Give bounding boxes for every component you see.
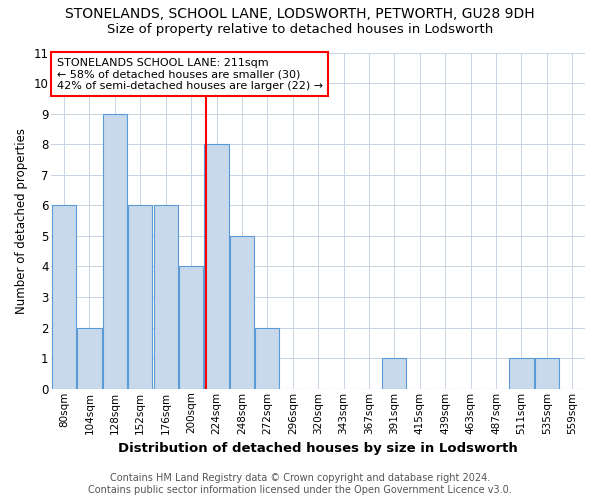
- Bar: [509, 358, 533, 389]
- Text: STONELANDS SCHOOL LANE: 211sqm
← 58% of detached houses are smaller (30)
42% of : STONELANDS SCHOOL LANE: 211sqm ← 58% of …: [56, 58, 323, 90]
- Bar: [52, 206, 76, 389]
- Text: Size of property relative to detached houses in Lodsworth: Size of property relative to detached ho…: [107, 22, 493, 36]
- Bar: [179, 266, 203, 389]
- Bar: [103, 114, 127, 389]
- Text: STONELANDS, SCHOOL LANE, LODSWORTH, PETWORTH, GU28 9DH: STONELANDS, SCHOOL LANE, LODSWORTH, PETW…: [65, 8, 535, 22]
- Bar: [382, 358, 406, 389]
- Bar: [535, 358, 559, 389]
- Bar: [77, 328, 101, 389]
- Bar: [154, 206, 178, 389]
- Bar: [230, 236, 254, 389]
- Y-axis label: Number of detached properties: Number of detached properties: [15, 128, 28, 314]
- Text: Contains HM Land Registry data © Crown copyright and database right 2024.
Contai: Contains HM Land Registry data © Crown c…: [88, 474, 512, 495]
- Bar: [205, 144, 229, 389]
- Bar: [255, 328, 280, 389]
- Bar: [128, 206, 152, 389]
- X-axis label: Distribution of detached houses by size in Lodsworth: Distribution of detached houses by size …: [118, 442, 518, 455]
